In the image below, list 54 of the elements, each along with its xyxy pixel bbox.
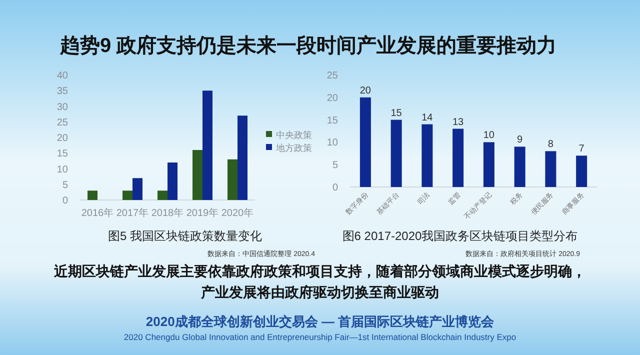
y-tick-label: 5 <box>62 180 68 191</box>
data-label: 13 <box>452 116 464 128</box>
bar <box>88 190 98 200</box>
y-tick-label: 15 <box>326 115 338 126</box>
y-tick-label: 10 <box>56 164 68 176</box>
bar <box>238 116 248 200</box>
bar <box>158 190 168 200</box>
x-tick-label: 2016年 <box>81 207 114 219</box>
bar <box>132 178 142 200</box>
data-label: 7 <box>578 144 585 155</box>
data-label: 15 <box>390 108 402 119</box>
data-label: 20 <box>360 85 372 96</box>
y-tick-label: 15 <box>56 148 68 160</box>
x-tick-label: 2017年 <box>116 207 149 219</box>
y-tick-label: 25 <box>56 117 68 128</box>
bar <box>452 128 464 187</box>
y-tick-label: 20 <box>326 92 338 104</box>
text: 趋势9 政府支持仍是未来一段时间产业发展的重要推动力 <box>59 34 557 57</box>
data-label: 14 <box>422 112 434 124</box>
bar <box>483 142 494 187</box>
data-label: 9 <box>517 134 524 146</box>
data-label: 10 <box>483 130 495 142</box>
bar <box>202 90 212 200</box>
bar <box>390 120 402 187</box>
legend-label: 地方政策 <box>275 143 312 153</box>
y-tick-label: 0 <box>62 196 68 206</box>
bar <box>168 162 178 200</box>
x-tick-label: 2020年 <box>221 207 254 219</box>
y-tick-label: 20 <box>56 133 68 144</box>
x-tick-label: 2018年 <box>151 207 184 219</box>
legend-label: 中央政策 <box>276 130 312 140</box>
bar <box>422 124 433 187</box>
x-tick-label: 2019年 <box>186 207 219 219</box>
bar <box>545 151 556 187</box>
bar <box>360 97 371 187</box>
bar <box>122 190 132 200</box>
y-tick-label: 10 <box>326 138 338 149</box>
text: 图6 2017-2020我国政务区块链项目类型分布 <box>342 229 578 243</box>
text: 图5 我国区块链政策数量变化 <box>108 229 262 243</box>
bar <box>576 156 588 187</box>
data-label: 8 <box>548 139 554 150</box>
bar <box>192 150 202 200</box>
bar <box>514 146 526 187</box>
bar <box>228 159 238 200</box>
y-tick-label: 40 <box>56 70 68 82</box>
y-tick-label: 5 <box>332 160 338 172</box>
y-tick-label: 25 <box>326 70 338 82</box>
text: 2020成都全球创新创业交易会 — 首届国际区块链产业博览会 <box>146 314 496 329</box>
text: 2020 Chengdu Global Innovation and Entrepreneurship Fair—1st International Blockchain Industry Expo <box>124 332 516 342</box>
y-tick-label: 0 <box>332 182 338 194</box>
y-tick-label: 30 <box>56 102 68 113</box>
text: 近期区块链产业发展主要依靠政府政策和项目支持，随着部分领域商业模式逐步明确， <box>53 263 586 279</box>
text: 产业发展将由政府驱动切换至商业驱动 <box>200 284 439 300</box>
y-tick-label: 35 <box>56 86 68 98</box>
